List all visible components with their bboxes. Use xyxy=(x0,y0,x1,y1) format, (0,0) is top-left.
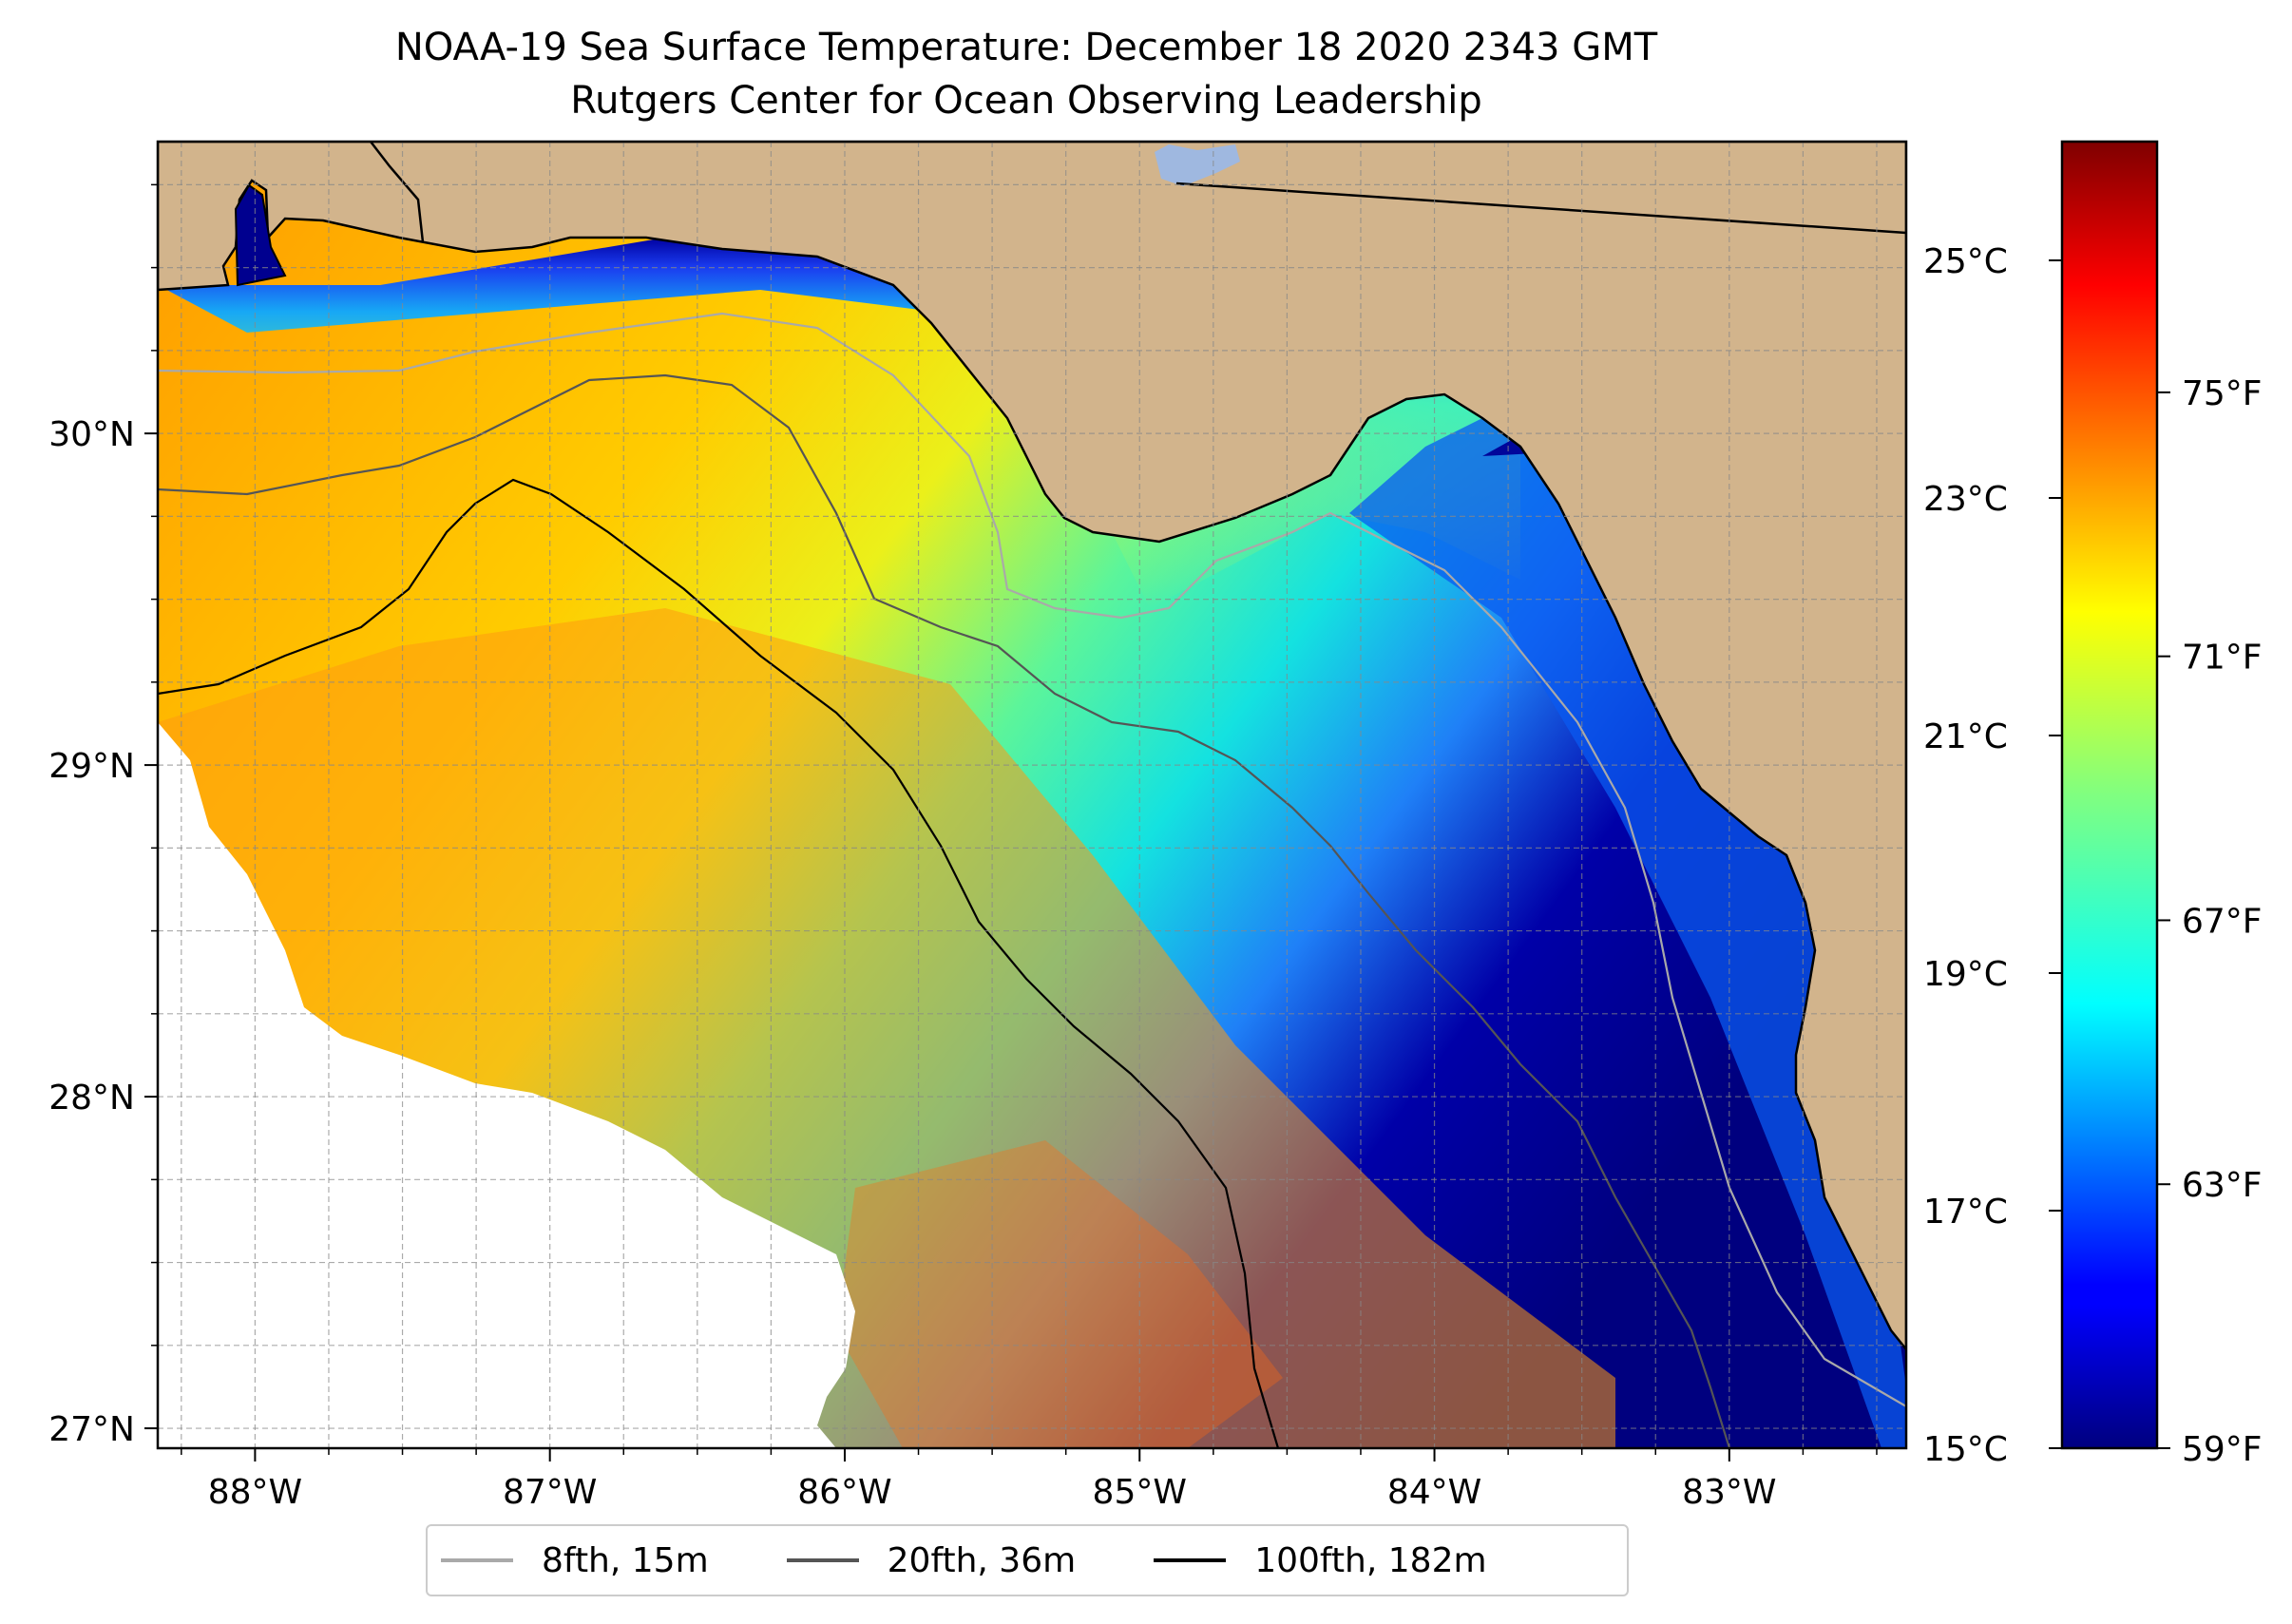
fahrenheit-tick-label: 59°F xyxy=(2182,1430,2263,1469)
lon-tick-label: 87°W xyxy=(503,1473,597,1512)
bay-inlet xyxy=(234,183,287,287)
legend-swatch-100fth xyxy=(1154,1558,1227,1562)
map-title: NOAA-19 Sea Surface Temperature: Decembe… xyxy=(394,26,1658,69)
celsius-tick-label: 25°C xyxy=(1923,242,2008,281)
lon-tick-label: 86°W xyxy=(797,1473,891,1512)
lon-axis: 88°W 87°W 86°W 85°W 84°W 83°W xyxy=(181,1448,1878,1512)
lon-tick-label: 88°W xyxy=(208,1473,302,1512)
isobath-8fth xyxy=(158,312,1906,1407)
isobath-legend: 8fth, 15m 20fth, 36m 100fth, 182m xyxy=(426,1524,1629,1596)
legend-item-8fth: 8fth, 15m xyxy=(441,1541,709,1580)
colorbar: 15°C 17°C 19°C 21°C 23°C 25°C 59°F 63°F 67°F 71°F… xyxy=(1923,140,2263,1469)
lat-tick-label: 29°N xyxy=(48,747,135,786)
state-boundary-west xyxy=(370,142,425,243)
lat-tick-label: 30°N xyxy=(48,415,135,454)
celsius-tick-label: 19°C xyxy=(1923,955,2008,994)
map-plot-area xyxy=(158,142,1906,1448)
colorbar-ramp xyxy=(2060,140,2159,1450)
legend-label-100fth: 100fth, 182m xyxy=(1254,1540,1487,1580)
celsius-tick-label: 15°C xyxy=(1923,1430,2008,1469)
fahrenheit-tick-label: 75°F xyxy=(2182,374,2263,413)
state-boundary-east xyxy=(1175,182,1906,235)
fahrenheit-tick-label: 63°F xyxy=(2182,1166,2263,1205)
legend-label-8fth: 8fth, 15m xyxy=(542,1540,709,1580)
isobath-100fth xyxy=(158,478,1280,1448)
lon-tick-label: 83°W xyxy=(1682,1473,1776,1512)
lon-tick-label: 84°W xyxy=(1387,1473,1481,1512)
warmest-water-patch xyxy=(836,1140,1283,1448)
legend-item-20fth: 20fth, 36m xyxy=(786,1540,1077,1580)
cloud-mask xyxy=(158,722,855,1448)
map-subtitle: Rutgers Center for Ocean Observing Leade… xyxy=(570,79,1482,123)
legend-swatch-20fth xyxy=(786,1558,859,1562)
legend-item-100fth: 100fth, 182m xyxy=(1154,1540,1487,1580)
lon-tick-label: 85°W xyxy=(1093,1473,1187,1512)
celsius-tick-label: 17°C xyxy=(1923,1193,2008,1232)
lat-tick-label: 28°N xyxy=(48,1079,135,1118)
celsius-tick-label: 23°C xyxy=(1923,480,2008,519)
map-frame xyxy=(156,140,1908,1450)
lat-tick-label: 27°N xyxy=(48,1410,135,1449)
celsius-tick-label: 21°C xyxy=(1923,717,2008,756)
isobath-20fth xyxy=(158,373,1731,1448)
lat-axis: 27°N 28°N 29°N 30°N xyxy=(48,183,158,1449)
legend-label-20fth: 20fth, 36m xyxy=(887,1540,1077,1580)
fahrenheit-tick-label: 71°F xyxy=(2182,639,2263,678)
land xyxy=(158,142,1906,1352)
legend-swatch-8fth xyxy=(441,1558,513,1562)
lake xyxy=(1155,144,1240,186)
fahrenheit-tick-label: 67°F xyxy=(2182,902,2263,941)
